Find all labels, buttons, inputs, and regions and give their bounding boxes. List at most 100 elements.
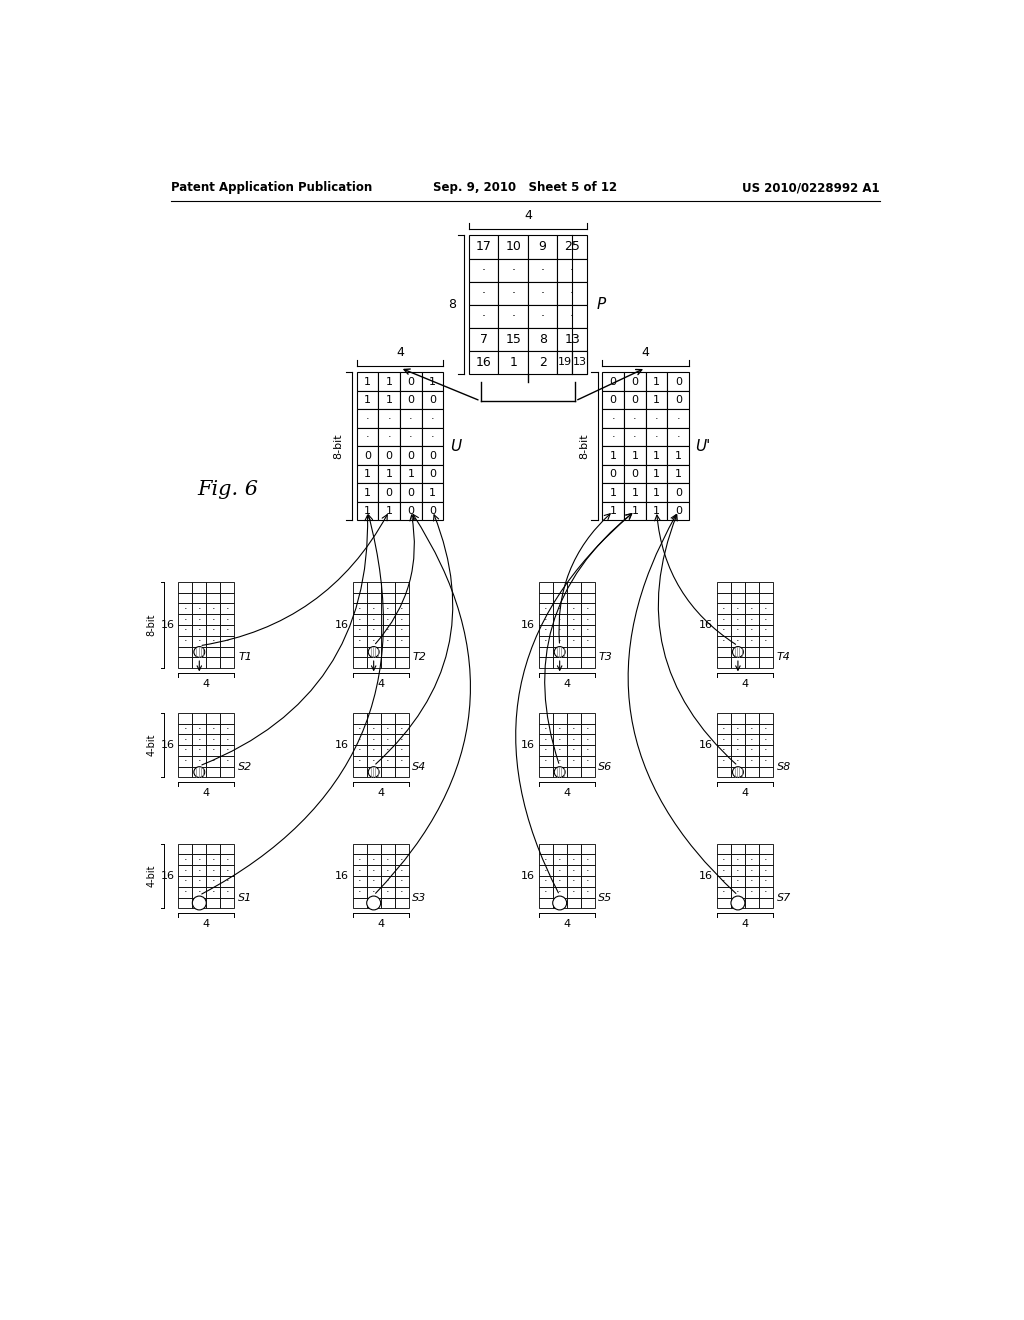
Text: ·: · (570, 286, 574, 300)
Text: 16: 16 (699, 871, 713, 880)
Bar (220, 756, 234, 767)
Bar (356, 465, 378, 483)
Bar (394, 582, 409, 593)
Bar (193, 898, 206, 908)
Bar (178, 636, 193, 647)
Bar (220, 866, 234, 876)
Text: ·: · (722, 887, 726, 898)
Circle shape (194, 647, 205, 657)
Bar (394, 626, 409, 636)
Text: ·: · (736, 746, 739, 755)
Text: 1: 1 (653, 376, 660, 387)
Text: ·: · (558, 756, 561, 767)
Bar (206, 626, 220, 636)
Bar (469, 235, 499, 259)
Text: ·: · (183, 887, 187, 898)
Bar (646, 446, 668, 465)
Text: ·: · (225, 746, 229, 755)
Bar (367, 647, 381, 657)
Text: ·: · (558, 723, 561, 734)
Bar (539, 734, 553, 744)
Bar (367, 744, 381, 756)
Text: ·: · (431, 413, 434, 424)
Text: ·: · (386, 887, 389, 898)
Text: ·: · (372, 876, 376, 887)
Bar (367, 756, 381, 767)
Text: 16: 16 (161, 741, 174, 750)
Text: ·: · (571, 603, 575, 614)
Circle shape (553, 896, 566, 909)
Bar (553, 898, 566, 908)
Bar (193, 593, 206, 603)
Bar (381, 636, 394, 647)
Bar (759, 614, 773, 626)
FancyArrowPatch shape (376, 515, 470, 894)
Bar (581, 593, 595, 603)
Text: ·: · (570, 264, 574, 277)
Bar (378, 465, 400, 483)
Bar (744, 898, 759, 908)
Bar (539, 767, 553, 777)
Bar (744, 723, 759, 734)
Bar (566, 636, 581, 647)
Text: 0: 0 (675, 376, 682, 387)
Bar (356, 428, 378, 446)
Text: ·: · (372, 723, 376, 734)
Bar (646, 483, 668, 502)
Bar (528, 259, 557, 281)
Bar (744, 582, 759, 593)
Circle shape (554, 767, 565, 777)
Text: ·: · (571, 626, 575, 635)
Text: ·: · (386, 615, 389, 624)
Text: ·: · (722, 603, 726, 614)
Text: 16: 16 (699, 741, 713, 750)
Text: ·: · (372, 735, 376, 744)
Bar (381, 603, 394, 614)
Bar (731, 756, 744, 767)
Text: ·: · (225, 887, 229, 898)
Text: ·: · (211, 723, 215, 734)
Bar (352, 593, 367, 603)
Text: 1: 1 (364, 469, 371, 479)
Bar (367, 582, 381, 593)
Text: S8: S8 (776, 762, 791, 772)
Bar (178, 603, 193, 614)
Bar (581, 713, 595, 723)
Text: 15: 15 (505, 333, 521, 346)
Bar (206, 593, 220, 603)
Bar (744, 887, 759, 898)
Text: 16: 16 (335, 620, 349, 630)
Text: ·: · (211, 876, 215, 887)
Bar (759, 756, 773, 767)
Bar (367, 614, 381, 626)
Text: ·: · (211, 603, 215, 614)
Text: ·: · (211, 636, 215, 647)
Text: ·: · (211, 735, 215, 744)
Bar (557, 327, 587, 351)
Text: ·: · (558, 855, 561, 865)
Bar (206, 854, 220, 866)
Text: ·: · (541, 264, 545, 277)
Bar (400, 391, 422, 409)
Text: ·: · (586, 735, 590, 744)
Bar (581, 898, 595, 908)
Text: 16: 16 (699, 620, 713, 630)
Text: ·: · (183, 735, 187, 744)
Bar (759, 582, 773, 593)
Text: ·: · (764, 735, 768, 744)
Text: ·: · (736, 735, 739, 744)
Bar (553, 603, 566, 614)
Bar (400, 372, 422, 391)
Bar (668, 428, 689, 446)
Text: ·: · (722, 615, 726, 624)
Text: ·: · (736, 855, 739, 865)
Text: ·: · (358, 735, 361, 744)
Bar (717, 843, 731, 854)
Text: ·: · (399, 855, 403, 865)
Text: ·: · (358, 887, 361, 898)
Text: ·: · (558, 887, 561, 898)
Text: 4-bit: 4-bit (146, 865, 157, 887)
Bar (744, 636, 759, 647)
Text: ·: · (736, 866, 739, 875)
Text: 1: 1 (609, 450, 616, 461)
